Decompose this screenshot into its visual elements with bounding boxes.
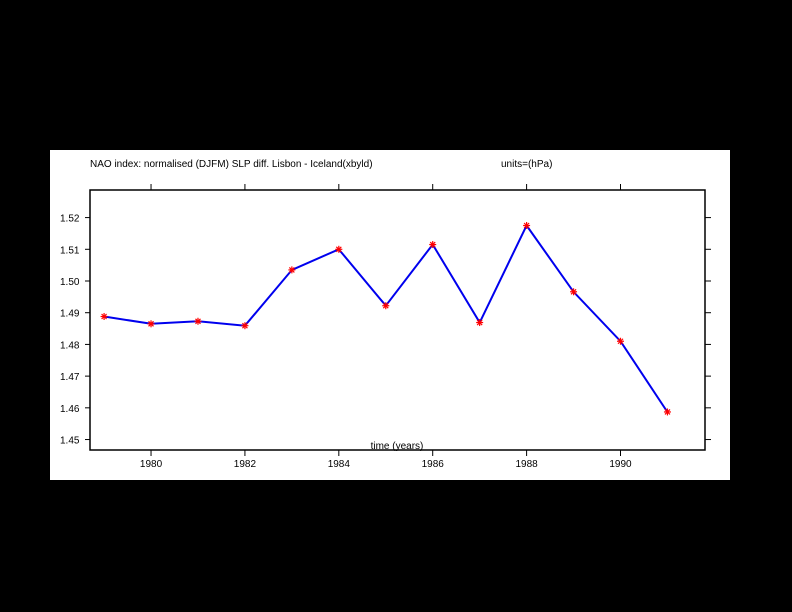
marker-stroke xyxy=(523,222,530,229)
x-tick-label: 1988 xyxy=(515,459,538,470)
marker-stroke xyxy=(476,319,483,326)
marker-stroke xyxy=(101,313,108,320)
y-tick-label: 1.49 xyxy=(60,309,80,320)
data-point-marker xyxy=(147,320,155,328)
data-point-marker xyxy=(194,317,202,325)
x-tick-label: 1990 xyxy=(609,459,632,470)
y-tick-label: 1.51 xyxy=(60,245,80,256)
y-tick-label: 1.47 xyxy=(60,372,80,383)
data-point-marker xyxy=(616,337,624,345)
marker-stroke xyxy=(617,338,624,345)
y-tick-label: 1.52 xyxy=(60,214,80,225)
data-point-marker xyxy=(570,288,578,296)
y-tick-label: 1.48 xyxy=(60,340,80,351)
x-tick-label: 1986 xyxy=(422,459,445,470)
marker-stroke xyxy=(335,246,342,253)
data-point-marker xyxy=(100,313,108,321)
data-point-marker xyxy=(335,245,343,253)
data-point-marker xyxy=(663,408,671,416)
data-point-marker xyxy=(523,222,531,230)
marker-stroke xyxy=(664,409,671,415)
marker-stroke xyxy=(570,288,577,295)
data-point-marker xyxy=(288,266,296,274)
marker-stroke xyxy=(288,266,295,273)
data-point-marker xyxy=(429,241,437,249)
chart-panel: NAO index: normalised (DJFM) SLP diff. L… xyxy=(50,150,730,480)
x-tick-label: 1980 xyxy=(140,459,163,470)
units-label: units=(hPa) xyxy=(501,159,552,170)
x-tick-label: 1984 xyxy=(328,459,351,470)
marker-stroke xyxy=(148,320,154,327)
x-axis-label: time (years) xyxy=(371,441,424,452)
plot-frame xyxy=(89,189,706,451)
y-tick-label: 1.46 xyxy=(60,404,80,415)
y-tick-label: 1.45 xyxy=(60,436,80,447)
x-tick-label: 1982 xyxy=(234,459,257,470)
series-line xyxy=(103,223,669,413)
chart-svg: NAO index: normalised (DJFM) SLP diff. L… xyxy=(60,159,711,470)
data-point-marker xyxy=(241,322,249,330)
y-tick-label: 1.50 xyxy=(60,277,80,288)
data-point-marker xyxy=(476,319,484,327)
data-point-marker xyxy=(382,302,390,310)
y-axis-ticks: 1.45 1.46 1.47 1.48 1.49 1.50 1.51 1.52 xyxy=(60,214,711,447)
marker-stroke xyxy=(241,322,248,329)
x-axis-ticks: 1980 1982 1984 1986 1988 1990 xyxy=(140,184,632,470)
series-layer xyxy=(100,222,671,416)
marker-stroke xyxy=(195,318,201,325)
marker-stroke xyxy=(382,302,389,309)
marker-stroke xyxy=(429,241,436,248)
chart-title: NAO index: normalised (DJFM) SLP diff. L… xyxy=(90,159,373,170)
